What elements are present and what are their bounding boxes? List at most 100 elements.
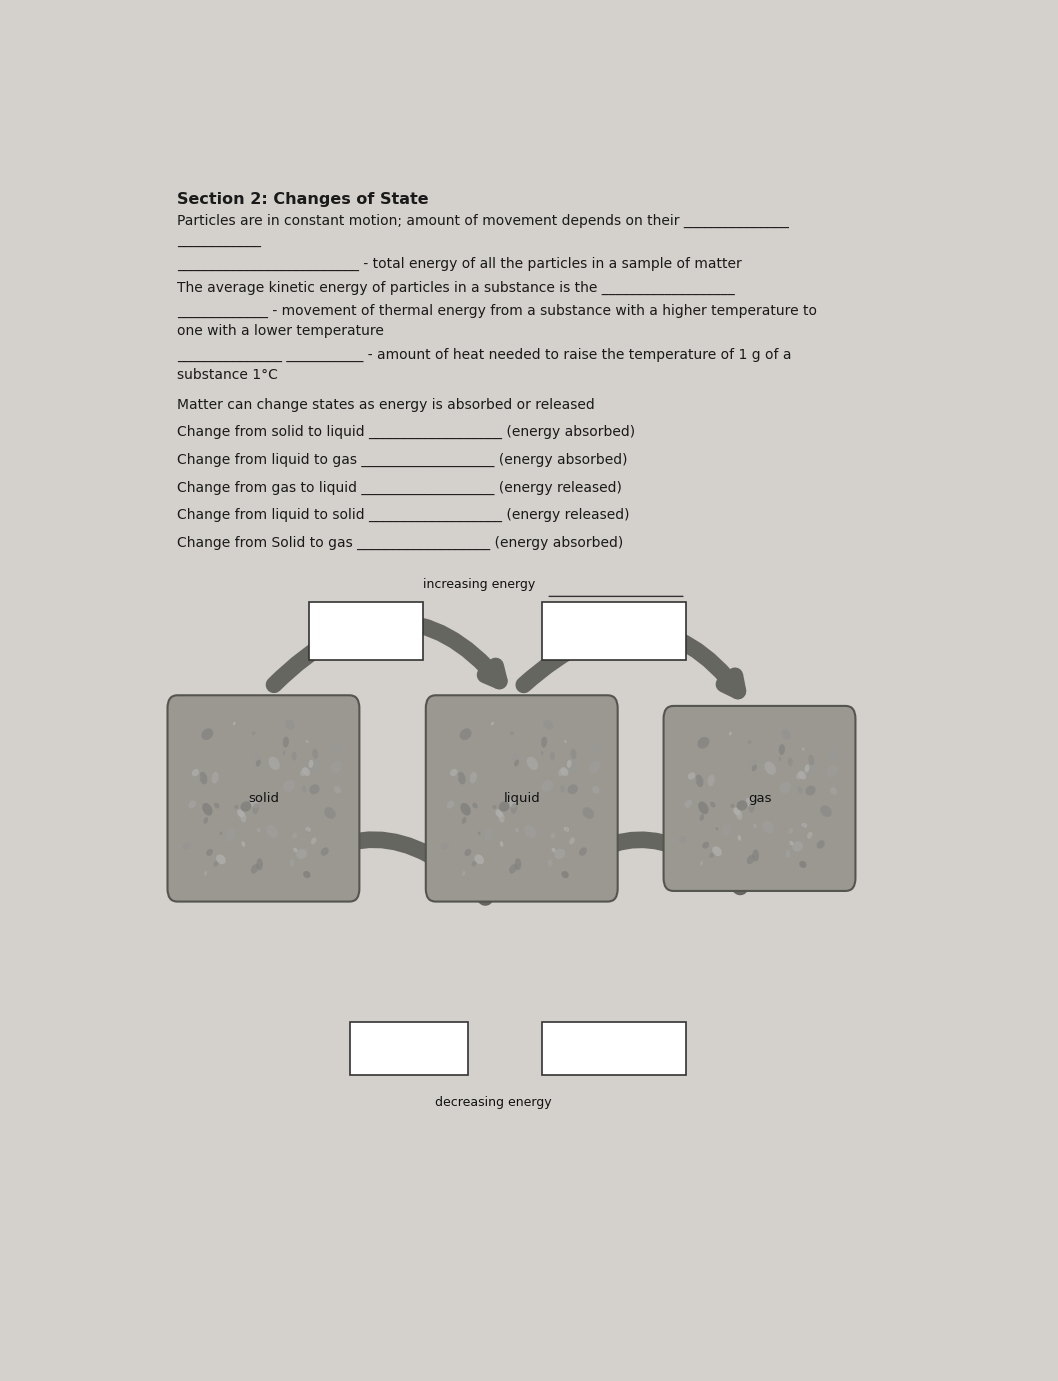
Ellipse shape [203, 818, 208, 824]
Ellipse shape [559, 768, 566, 776]
Ellipse shape [802, 823, 807, 827]
Ellipse shape [699, 815, 705, 820]
Text: _____________ - movement of thermal energy from a substance with a higher temper: _____________ - movement of thermal ener… [178, 304, 818, 318]
Ellipse shape [712, 847, 722, 856]
Ellipse shape [807, 831, 813, 838]
Ellipse shape [733, 808, 741, 815]
Ellipse shape [220, 831, 222, 836]
Ellipse shape [548, 859, 552, 867]
Bar [543, 1022, 686, 1074]
Ellipse shape [804, 764, 809, 772]
Ellipse shape [324, 807, 335, 819]
Ellipse shape [550, 751, 555, 761]
Ellipse shape [569, 837, 574, 844]
Ellipse shape [805, 786, 816, 795]
Ellipse shape [512, 754, 518, 761]
Ellipse shape [828, 749, 838, 762]
Ellipse shape [736, 809, 743, 820]
Ellipse shape [307, 827, 310, 833]
Ellipse shape [780, 782, 791, 793]
Ellipse shape [820, 805, 832, 818]
Ellipse shape [285, 720, 295, 731]
Ellipse shape [253, 802, 259, 813]
Ellipse shape [515, 827, 518, 833]
Ellipse shape [543, 720, 553, 731]
FancyBboxPatch shape [425, 695, 618, 902]
Ellipse shape [332, 742, 342, 755]
Ellipse shape [565, 827, 568, 833]
Ellipse shape [541, 736, 547, 747]
Ellipse shape [796, 772, 803, 779]
Ellipse shape [679, 836, 687, 844]
Ellipse shape [753, 823, 756, 829]
Ellipse shape [509, 865, 516, 874]
Text: ____________: ____________ [178, 233, 261, 247]
Ellipse shape [303, 766, 310, 776]
Ellipse shape [730, 804, 734, 808]
Ellipse shape [306, 740, 309, 743]
Text: Change from Solid to gas ___________________ (energy absorbed): Change from Solid to gas _______________… [178, 536, 623, 550]
Ellipse shape [474, 855, 484, 865]
Ellipse shape [799, 860, 806, 869]
Ellipse shape [700, 860, 704, 866]
Text: The average kinetic energy of particles in a substance is the __________________: The average kinetic energy of particles … [178, 280, 735, 294]
Ellipse shape [498, 812, 505, 823]
Ellipse shape [747, 855, 754, 865]
Ellipse shape [549, 797, 552, 800]
Ellipse shape [495, 809, 503, 818]
Text: increasing energy: increasing energy [423, 579, 535, 591]
Ellipse shape [781, 729, 791, 740]
Ellipse shape [564, 827, 569, 831]
Ellipse shape [589, 761, 600, 773]
Ellipse shape [685, 800, 692, 808]
Ellipse shape [561, 766, 568, 776]
Ellipse shape [202, 802, 213, 816]
Ellipse shape [499, 841, 504, 847]
Ellipse shape [233, 722, 236, 725]
Ellipse shape [216, 855, 225, 865]
Ellipse shape [317, 786, 321, 790]
Text: liquid: liquid [504, 791, 540, 805]
Ellipse shape [183, 842, 190, 849]
Ellipse shape [450, 769, 457, 776]
Ellipse shape [191, 769, 199, 776]
Ellipse shape [267, 824, 277, 838]
Ellipse shape [334, 786, 342, 794]
Ellipse shape [827, 765, 838, 778]
Ellipse shape [749, 801, 755, 812]
Ellipse shape [697, 737, 709, 749]
Ellipse shape [803, 823, 805, 829]
Ellipse shape [567, 784, 578, 794]
Ellipse shape [514, 760, 519, 766]
Ellipse shape [214, 860, 218, 867]
Ellipse shape [491, 722, 494, 725]
Ellipse shape [214, 802, 219, 808]
Ellipse shape [560, 786, 565, 793]
Ellipse shape [710, 801, 715, 808]
Text: Matter can change states as energy is absorbed or released: Matter can change states as energy is ab… [178, 398, 595, 412]
Ellipse shape [459, 728, 472, 740]
Ellipse shape [779, 757, 782, 761]
Ellipse shape [695, 778, 697, 782]
Ellipse shape [564, 740, 567, 743]
Ellipse shape [302, 786, 307, 793]
FancyBboxPatch shape [167, 695, 360, 902]
Ellipse shape [470, 772, 477, 783]
Ellipse shape [240, 801, 252, 812]
Ellipse shape [226, 829, 235, 841]
Ellipse shape [511, 802, 517, 813]
Ellipse shape [321, 848, 329, 856]
Ellipse shape [514, 858, 522, 870]
Text: Change from liquid to solid ___________________ (energy released): Change from liquid to solid ____________… [178, 508, 630, 522]
Ellipse shape [306, 827, 311, 831]
Ellipse shape [715, 827, 718, 830]
Ellipse shape [234, 805, 238, 809]
Ellipse shape [492, 805, 496, 809]
Ellipse shape [786, 851, 790, 858]
Ellipse shape [752, 849, 759, 862]
Ellipse shape [254, 754, 260, 761]
Ellipse shape [252, 732, 256, 735]
Ellipse shape [250, 798, 258, 808]
Text: __________________________ - total energy of all the particles in a sample of ma: __________________________ - total energ… [178, 257, 742, 271]
Ellipse shape [204, 871, 207, 876]
